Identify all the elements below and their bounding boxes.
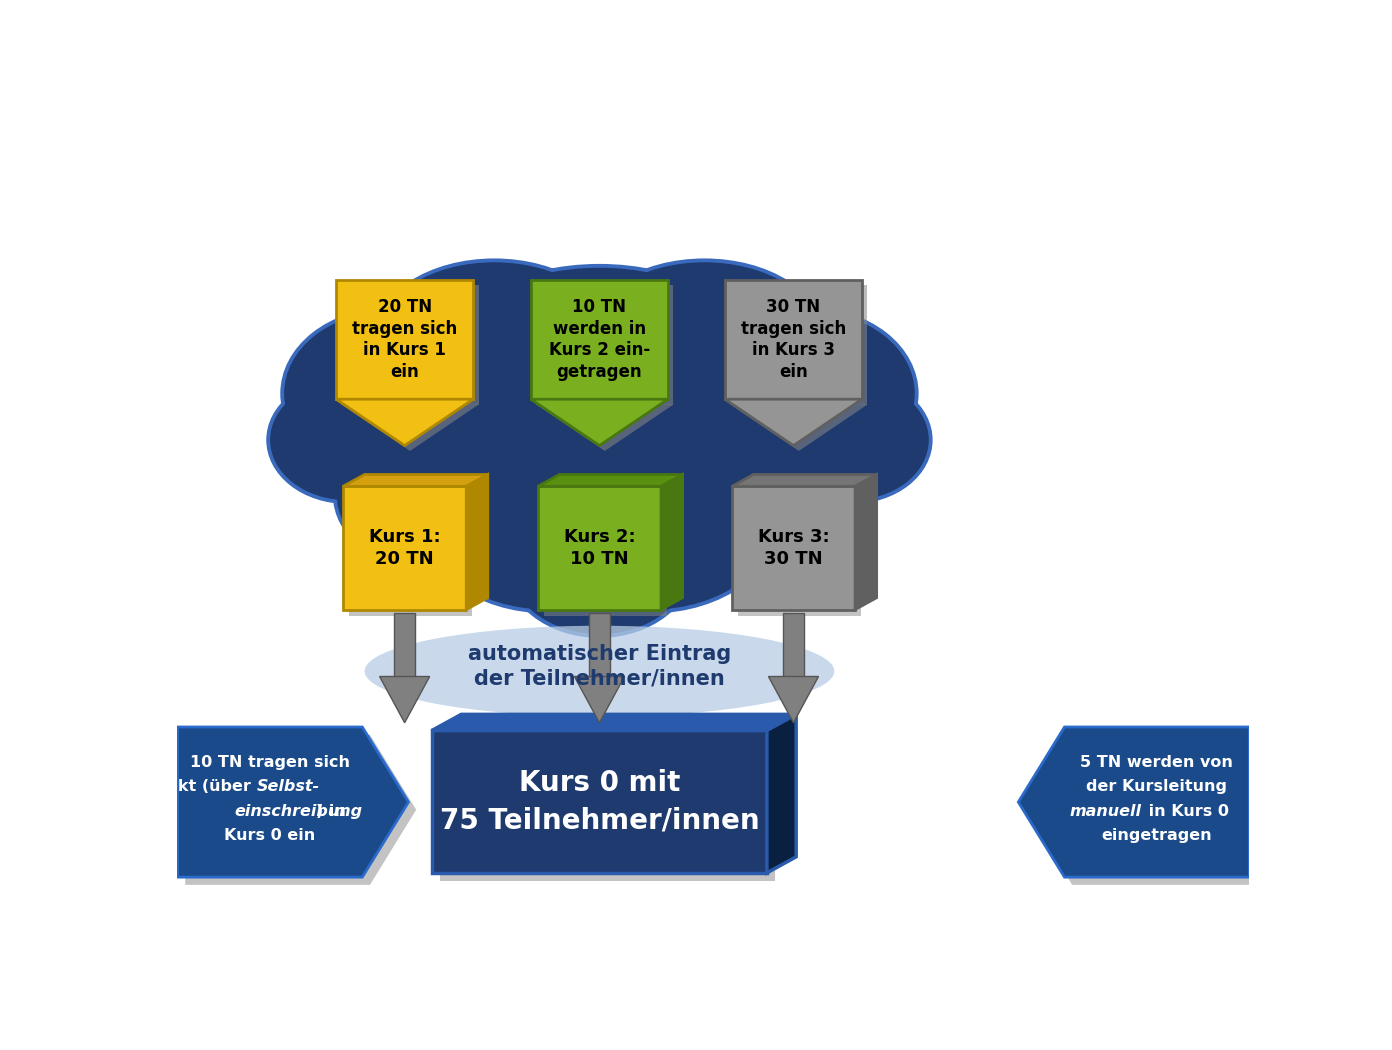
Polygon shape xyxy=(432,714,796,731)
Bar xyxy=(394,612,415,676)
Bar xyxy=(349,492,472,615)
Ellipse shape xyxy=(774,380,928,500)
Bar xyxy=(731,286,867,404)
Polygon shape xyxy=(341,404,479,450)
Text: Kurs 0 mit
75 Teilnehmer/innen: Kurs 0 mit 75 Teilnehmer/innen xyxy=(440,770,759,834)
Text: der Kursleitung: der Kursleitung xyxy=(1086,779,1228,794)
Ellipse shape xyxy=(665,421,862,568)
Ellipse shape xyxy=(771,376,933,504)
Text: automatischer Eintrag
der Teilnehmer/innen: automatischer Eintrag der Teilnehmer/inn… xyxy=(468,644,731,689)
Text: 10 TN
werden in
Kurs 2 ein-
getragen: 10 TN werden in Kurs 2 ein- getragen xyxy=(548,298,650,381)
Ellipse shape xyxy=(266,376,429,504)
Polygon shape xyxy=(732,475,877,486)
Ellipse shape xyxy=(452,268,746,432)
Text: 10 TN tragen sich: 10 TN tragen sich xyxy=(189,755,349,770)
Bar xyxy=(342,486,466,610)
Text: Kurs 2:
10 TN: Kurs 2: 10 TN xyxy=(564,528,635,568)
Ellipse shape xyxy=(663,417,866,572)
Ellipse shape xyxy=(526,423,778,609)
Text: eingetragen: eingetragen xyxy=(1101,828,1212,843)
Bar xyxy=(782,612,805,676)
Ellipse shape xyxy=(585,258,824,414)
Ellipse shape xyxy=(504,488,695,638)
Ellipse shape xyxy=(700,308,919,480)
Ellipse shape xyxy=(280,308,498,480)
Ellipse shape xyxy=(347,343,621,553)
Ellipse shape xyxy=(284,312,494,476)
Text: 5 TN werden von: 5 TN werden von xyxy=(1080,755,1233,770)
Text: 30 TN
tragen sich
in Kurs 3
ein: 30 TN tragen sich in Kurs 3 ein xyxy=(741,298,846,381)
Bar xyxy=(432,731,767,873)
Text: direkt (über: direkt (über xyxy=(142,779,256,794)
Polygon shape xyxy=(335,399,473,445)
Text: Kurs 0 ein: Kurs 0 ein xyxy=(224,828,316,843)
Ellipse shape xyxy=(374,258,614,414)
Ellipse shape xyxy=(333,417,537,572)
Bar xyxy=(738,492,862,615)
Ellipse shape xyxy=(365,626,834,716)
Polygon shape xyxy=(855,475,877,610)
Bar xyxy=(440,738,774,881)
Text: Kurs 1:
20 TN: Kurs 1: 20 TN xyxy=(369,528,440,568)
Ellipse shape xyxy=(337,421,533,568)
Polygon shape xyxy=(661,475,682,610)
Bar xyxy=(341,286,479,404)
Bar xyxy=(537,486,661,610)
Text: Selbst-: Selbst- xyxy=(256,779,320,794)
Ellipse shape xyxy=(522,420,782,613)
Ellipse shape xyxy=(270,380,425,500)
Polygon shape xyxy=(1019,727,1250,877)
Bar xyxy=(544,492,667,615)
Text: 20 TN
tragen sich
in Kurs 1
ein: 20 TN tragen sich in Kurs 1 ein xyxy=(352,298,457,381)
Polygon shape xyxy=(731,404,867,450)
Text: Meta-
Einschreibung: Meta- Einschreibung xyxy=(444,175,754,258)
Bar xyxy=(335,280,473,399)
Ellipse shape xyxy=(582,348,848,549)
Ellipse shape xyxy=(420,423,672,609)
Bar xyxy=(536,286,674,404)
Polygon shape xyxy=(536,404,674,450)
Polygon shape xyxy=(380,676,430,722)
Ellipse shape xyxy=(448,264,750,436)
Polygon shape xyxy=(725,399,862,445)
Polygon shape xyxy=(537,475,682,486)
Ellipse shape xyxy=(589,262,820,410)
Polygon shape xyxy=(178,727,408,877)
Bar xyxy=(530,280,668,399)
Text: in Kurs 0: in Kurs 0 xyxy=(1143,804,1229,819)
Text: ) in: ) in xyxy=(316,804,347,819)
Ellipse shape xyxy=(379,262,610,410)
Polygon shape xyxy=(768,676,818,722)
Polygon shape xyxy=(342,475,487,486)
Ellipse shape xyxy=(704,312,915,476)
Text: Kurs 3:
30 TN: Kurs 3: 30 TN xyxy=(757,528,830,568)
Ellipse shape xyxy=(413,286,785,567)
Bar xyxy=(725,280,862,399)
Polygon shape xyxy=(466,475,487,610)
Ellipse shape xyxy=(351,348,617,549)
Polygon shape xyxy=(767,714,796,873)
Ellipse shape xyxy=(508,491,690,634)
Ellipse shape xyxy=(578,343,852,553)
Text: einschreibung: einschreibung xyxy=(234,804,362,819)
Ellipse shape xyxy=(418,420,677,613)
Bar xyxy=(732,486,855,610)
Text: manuell: manuell xyxy=(1069,804,1141,819)
Polygon shape xyxy=(530,399,668,445)
Polygon shape xyxy=(1026,735,1257,885)
Bar xyxy=(589,612,610,676)
Polygon shape xyxy=(575,676,625,722)
Ellipse shape xyxy=(418,290,782,563)
Polygon shape xyxy=(185,735,416,885)
